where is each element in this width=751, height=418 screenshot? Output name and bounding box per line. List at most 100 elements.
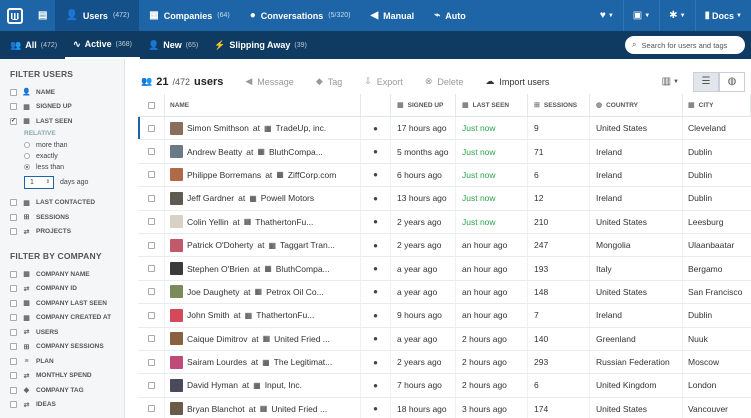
table-row[interactable]: Philippe Borremans at ▦ ZiffCorp.com ● 6 hour… <box>138 163 751 188</box>
docs-menu[interactable]: ▮ Docs ▼ <box>704 10 742 21</box>
chat-bubble-icon[interactable]: ● <box>373 404 378 414</box>
row-checkbox[interactable] <box>147 124 155 132</box>
segment-new[interactable]: 👤 New (65) <box>147 39 199 51</box>
checkbox[interactable] <box>10 88 17 96</box>
table-row[interactable]: Patrick O'Doherty at ▦ Taggart Tran... ● 2 ye… <box>138 233 751 258</box>
select-all-checkbox[interactable] <box>147 101 155 109</box>
filter-company-created-at[interactable]: ▦ COMPANY CREATED AT <box>10 311 124 326</box>
row-checkbox[interactable] <box>147 358 155 366</box>
company-name[interactable]: Petrox Oil Co... <box>266 286 324 297</box>
header-city[interactable]: ▦ CITY <box>683 94 751 116</box>
search-input[interactable]: ⌕ Search for users and tags <box>625 36 745 54</box>
header-last-seen[interactable]: ▦ LAST SEEN <box>456 94 528 116</box>
message-cell[interactable]: ● <box>361 187 391 210</box>
user-name[interactable]: Colin Yellin <box>187 216 229 227</box>
chat-bubble-icon[interactable]: ● <box>373 357 378 367</box>
message-cell[interactable]: ● <box>361 397 391 418</box>
name-cell[interactable]: Jeff Gardner at ▦ Powell Motors <box>165 187 361 210</box>
row-checkbox[interactable] <box>147 335 155 343</box>
header-signed-up[interactable]: ▦ SIGNED UP <box>391 94 456 116</box>
row-checkbox[interactable] <box>147 148 155 156</box>
chat-bubble-icon[interactable]: ● <box>373 264 378 274</box>
name-cell[interactable]: Joe Daughety at ▦ Petrox Oil Co... <box>165 280 361 304</box>
user-name[interactable]: Sairam Lourdes <box>187 357 248 368</box>
table-row[interactable]: Joe Daughety at ▦ Petrox Oil Co... ● a year a… <box>138 280 751 305</box>
checkbox[interactable] <box>10 199 17 207</box>
filter-signed-up[interactable]: ▦ SIGNED UP <box>10 100 124 115</box>
header-sessions[interactable]: ⊞ SESSIONS <box>528 94 590 116</box>
user-name[interactable]: Jeff Gardner <box>187 193 235 204</box>
table-row[interactable]: Jeff Gardner at ▦ Powell Motors ● 13 hours ag… <box>138 187 751 211</box>
map-view-button[interactable]: ◍ <box>719 71 745 92</box>
checkbox[interactable] <box>10 285 17 293</box>
filter-company-sessions[interactable]: ⊞ COMPANY SESSIONS <box>10 340 124 355</box>
radio-button[interactable] <box>24 142 30 148</box>
user-name[interactable]: Joe Daughety <box>187 286 240 297</box>
table-row[interactable]: Sairam Lourdes at ▦ The Legitimat... ● 2 year… <box>138 350 751 375</box>
nav-auto[interactable]: ⌁ Auto <box>434 10 466 21</box>
delete-button[interactable]: ⊗ Delete <box>424 76 464 87</box>
name-cell[interactable]: Philippe Borremans at ▦ ZiffCorp.com <box>165 163 361 187</box>
avatar[interactable] <box>170 285 183 299</box>
filter-users[interactable]: ⇄ USERS <box>10 325 124 340</box>
company-name[interactable]: ZiffCorp.com <box>287 169 337 180</box>
company-name[interactable]: United Fried ... <box>274 333 330 344</box>
nav-conversations[interactable]: ● Conversations (5/320) <box>249 10 351 21</box>
avatar[interactable] <box>170 145 183 159</box>
nav-inbox[interactable]: ▤ <box>30 0 55 31</box>
nav-companies[interactable]: ▦ Companies (64) <box>149 10 230 21</box>
checkbox-checked[interactable]: ✓ <box>10 117 17 125</box>
avatar[interactable] <box>170 332 183 346</box>
chat-bubble-icon[interactable]: ● <box>373 334 378 344</box>
filter-plan[interactable]: ≡ PLAN <box>10 354 124 369</box>
table-row[interactable]: David Hyman at ▦ Input, Inc. ● 7 hours ago 2 h… <box>138 374 751 398</box>
name-cell[interactable]: Simon Smithson at ▦ TradeUp, inc. <box>165 117 361 140</box>
stepper-icon[interactable]: ⇕ <box>45 179 50 185</box>
checkbox[interactable] <box>10 103 17 111</box>
nav-users[interactable]: 👤 Users (472) <box>55 0 140 31</box>
company-name[interactable]: ThathertonFu... <box>256 310 315 321</box>
checkbox[interactable] <box>10 213 17 221</box>
filter-projects[interactable]: ⇄ PROJECTS <box>10 225 124 240</box>
table-row[interactable]: John Smith at ▦ ThathertonFu... ● 9 hours ago… <box>138 304 751 328</box>
row-checkbox[interactable] <box>147 265 155 273</box>
segment-slipping-away[interactable]: ⚡ Slipping Away (39) <box>214 39 307 51</box>
filter-last-contacted[interactable]: ▦ LAST CONTACTED <box>10 196 124 211</box>
name-cell[interactable]: Colin Yellin at ▦ ThathertonFu... <box>165 210 361 233</box>
user-name[interactable]: Bryan Blanchot <box>187 403 245 414</box>
checkbox[interactable] <box>10 228 17 236</box>
favorites-menu[interactable]: ♥ ▼ <box>591 10 623 21</box>
avatar[interactable] <box>170 308 183 322</box>
message-cell[interactable]: ● <box>361 304 391 327</box>
chat-bubble-icon[interactable]: ● <box>373 193 378 203</box>
name-cell[interactable]: John Smith at ▦ ThathertonFu... <box>165 304 361 327</box>
name-cell[interactable]: Sairam Lourdes at ▦ The Legitimat... <box>165 350 361 374</box>
row-checkbox[interactable] <box>147 218 155 226</box>
message-cell[interactable]: ● <box>361 233 391 257</box>
chat-bubble-icon[interactable]: ● <box>373 240 378 250</box>
segment-active[interactable]: ∿ Active (368) <box>65 31 140 59</box>
avatar[interactable] <box>170 262 183 276</box>
radio-button[interactable] <box>24 153 30 159</box>
avatar[interactable] <box>170 191 183 205</box>
checkbox[interactable] <box>10 328 17 336</box>
apps-menu[interactable]: ▣ ▼ <box>624 10 659 21</box>
filter-name[interactable]: 👤 NAME <box>10 85 124 100</box>
header-country[interactable]: ◍ COUNTRY <box>590 94 683 116</box>
filter-sessions[interactable]: ⊞ SESSIONS <box>10 210 124 225</box>
radio-exactly[interactable]: exactly <box>24 151 124 162</box>
table-row[interactable]: Andrew Beatty at ▦ BluthCompa... ● 5 months a… <box>138 140 751 164</box>
table-row[interactable]: Caique Dimitrov at ▦ United Fried ... ● a yea… <box>138 327 751 351</box>
message-cell[interactable]: ● <box>361 280 391 304</box>
user-name[interactable]: David Hyman <box>187 380 239 391</box>
user-name[interactable]: Philippe Borremans <box>187 169 262 180</box>
company-name[interactable]: BluthCompa... <box>275 263 330 274</box>
chat-bubble-icon[interactable]: ● <box>373 170 378 180</box>
name-cell[interactable]: Stephen O'Brien at ▦ BluthCompa... <box>165 257 361 280</box>
radio-button-selected[interactable] <box>24 164 30 170</box>
message-cell[interactable]: ● <box>361 327 391 350</box>
export-button[interactable]: ⇩ Export <box>364 76 403 87</box>
column-picker[interactable]: ▥ ▼ <box>662 76 679 87</box>
checkbox[interactable] <box>10 343 17 351</box>
filter-company-tag[interactable]: ◆ COMPANY TAG <box>10 383 124 398</box>
